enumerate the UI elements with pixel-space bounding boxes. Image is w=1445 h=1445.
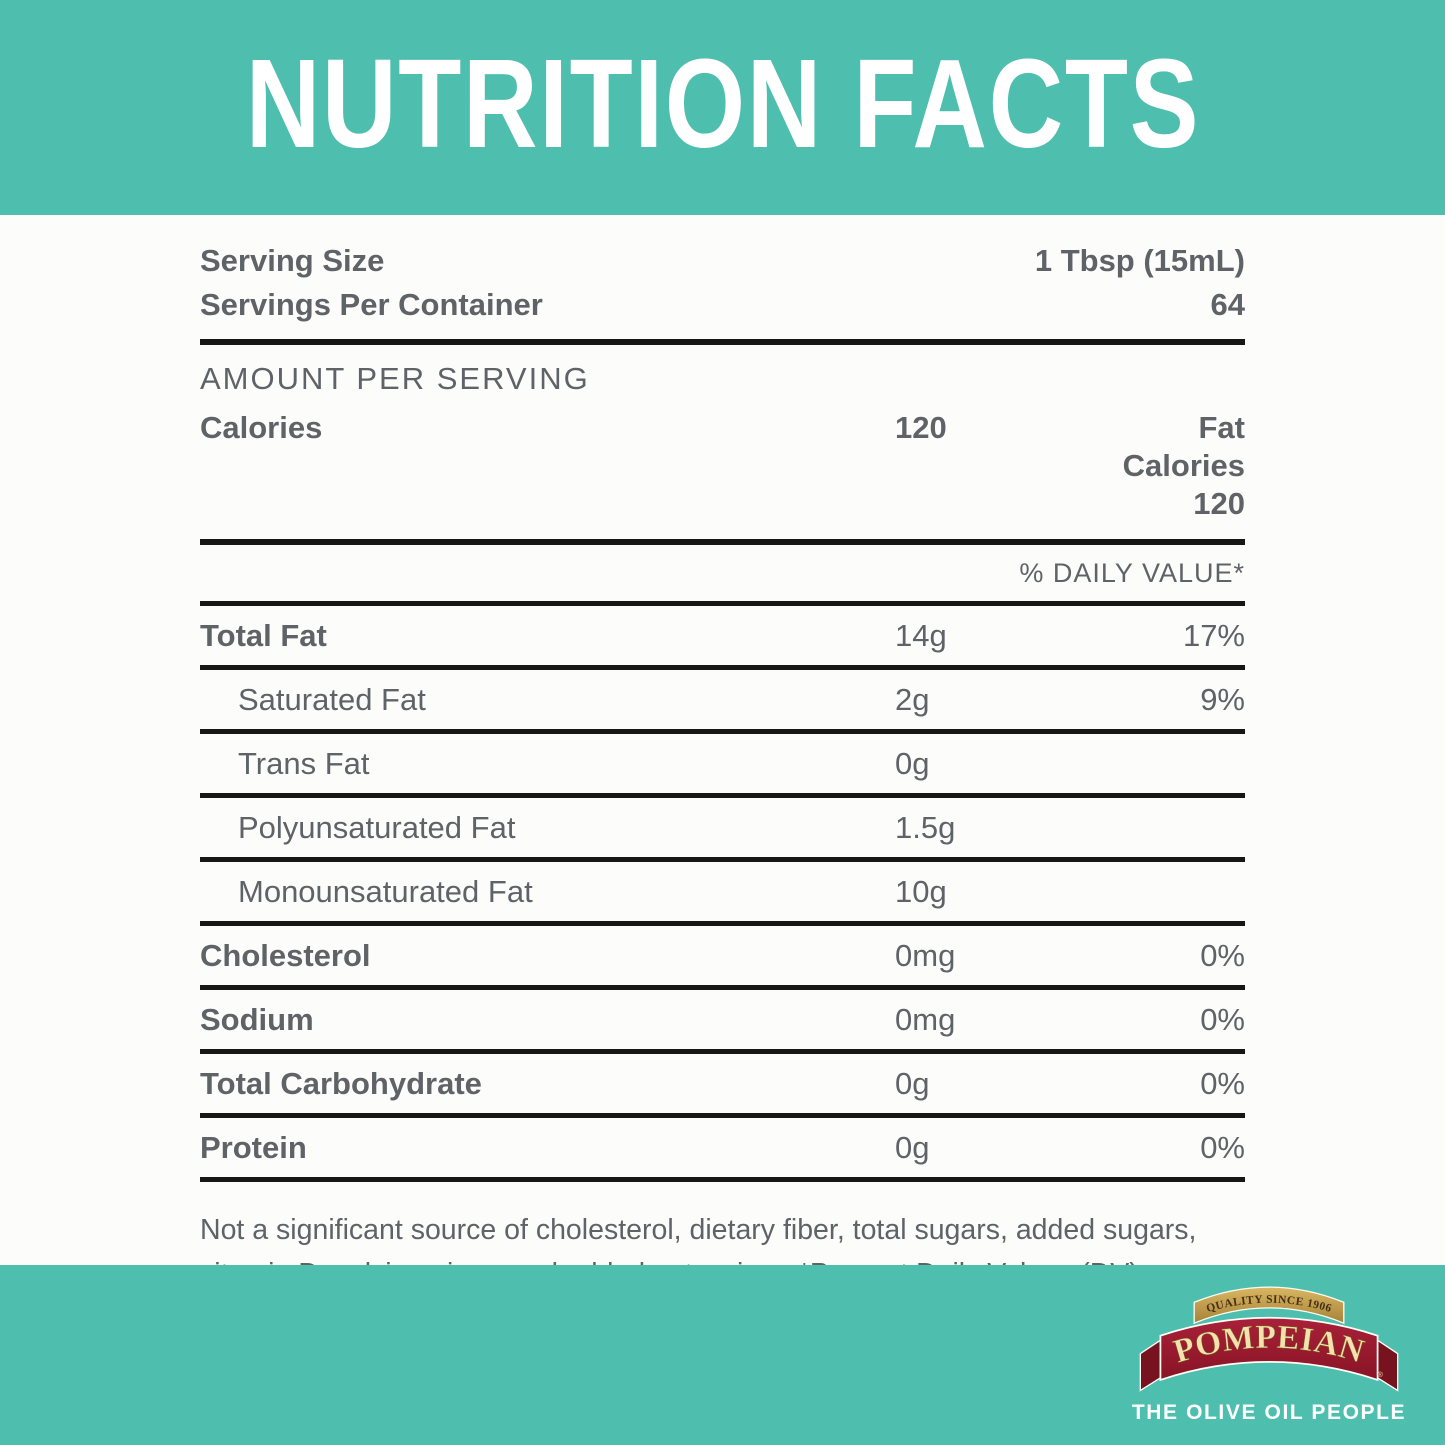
nutrient-row: Total Carbohydrate 0g 0% bbox=[200, 1054, 1245, 1118]
nutrient-row: Cholesterol 0mg 0% bbox=[200, 926, 1245, 990]
brand-name-text: POMPEIAN bbox=[1169, 1319, 1368, 1371]
nutrient-row: Polyunsaturated Fat 1.5g bbox=[200, 798, 1245, 862]
top-banner: NUTRITION FACTS bbox=[0, 0, 1445, 215]
nutrient-label: Protein bbox=[200, 1130, 307, 1165]
nutrient-amount: 0g bbox=[895, 746, 930, 781]
nutrient-amount: 14g bbox=[895, 618, 947, 653]
nutrient-amount: 1.5g bbox=[895, 810, 956, 845]
nutrient-daily-value: 0% bbox=[1200, 1130, 1245, 1165]
nutrient-label: Sodium bbox=[200, 1002, 314, 1037]
pompeian-logo: QUALITY SINCE 1906 POMPEIAN ® THE OLIVE … bbox=[1119, 1271, 1419, 1425]
divider bbox=[200, 339, 1245, 345]
nutrient-amount: 0mg bbox=[895, 938, 956, 973]
nutrient-label: Saturated Fat bbox=[238, 682, 426, 717]
nutrient-row: Saturated Fat 2g 9% bbox=[200, 670, 1245, 734]
nutrient-row: Monounsaturated Fat 10g bbox=[200, 862, 1245, 926]
calories-label: Calories bbox=[200, 410, 323, 445]
banner-body-shape bbox=[1159, 1316, 1379, 1382]
nutrient-amount: 2g bbox=[895, 682, 930, 717]
amount-per-serving-heading: AMOUNT PER SERVING bbox=[200, 361, 590, 396]
pompeian-banner-icon: QUALITY SINCE 1906 POMPEIAN ® bbox=[1139, 1286, 1399, 1392]
servings-per-container-value: 64 bbox=[1210, 287, 1245, 322]
nutrient-label: Trans Fat bbox=[238, 746, 370, 781]
nutrition-label: Serving Size 1 Tbsp (15mL) Servings Per … bbox=[0, 215, 1445, 1265]
registered-mark: ® bbox=[1378, 1371, 1384, 1379]
tagline-text: THE OLIVE OIL PEOPLE bbox=[1131, 1401, 1407, 1424]
calories-row: Calories 120 Fat Calories 120 bbox=[200, 409, 1245, 523]
nutrient-label: Cholesterol bbox=[200, 938, 371, 973]
page-title: NUTRITION FACTS bbox=[245, 32, 1200, 174]
nutrient-daily-value: 0% bbox=[1200, 938, 1245, 973]
nutrient-label: Total Carbohydrate bbox=[200, 1066, 482, 1101]
serving-size-row: Serving Size 1 Tbsp (15mL) bbox=[200, 239, 1245, 283]
bottom-banner: QUALITY SINCE 1906 POMPEIAN ® THE OLIVE … bbox=[0, 1265, 1445, 1445]
nutrient-daily-value: 0% bbox=[1200, 1066, 1245, 1101]
divider bbox=[200, 601, 1245, 606]
fat-calories-value: Fat Calories 120 bbox=[1122, 410, 1245, 521]
nutrient-row: Trans Fat 0g bbox=[200, 734, 1245, 798]
nutrient-label: Total Fat bbox=[200, 618, 327, 653]
servings-per-container-row: Servings Per Container 64 bbox=[200, 283, 1245, 327]
nutrient-amount: 0g bbox=[895, 1130, 930, 1165]
footnote-text: Not a significant source of cholesterol,… bbox=[200, 1214, 1197, 1265]
nutrient-daily-value: 9% bbox=[1200, 682, 1245, 717]
nutrient-daily-value: 17% bbox=[1182, 618, 1245, 653]
nutrient-rows: Total Fat 14g 17% Saturated Fat 2g 9% Tr… bbox=[200, 606, 1245, 1182]
nutrient-row: Total Fat 14g 17% bbox=[200, 606, 1245, 670]
nutrient-label: Monounsaturated Fat bbox=[238, 874, 533, 909]
serving-size-value: 1 Tbsp (15mL) bbox=[1034, 243, 1245, 278]
nutrient-daily-value: 0% bbox=[1200, 1002, 1245, 1037]
nutrient-label: Polyunsaturated Fat bbox=[238, 810, 516, 845]
daily-value-heading: % DAILY VALUE* bbox=[1019, 558, 1245, 588]
nutrient-amount: 10g bbox=[895, 874, 947, 909]
nutrient-row: Sodium 0mg 0% bbox=[200, 990, 1245, 1054]
daily-value-heading-row: % DAILY VALUE* bbox=[200, 545, 1245, 601]
servings-per-container-label: Servings Per Container bbox=[200, 287, 543, 322]
nutrient-amount: 0g bbox=[895, 1066, 930, 1101]
serving-size-label: Serving Size bbox=[200, 243, 385, 278]
quality-ribbon-shape bbox=[1193, 1286, 1345, 1325]
divider bbox=[200, 539, 1245, 545]
nutrient-row: Protein 0g 0% bbox=[200, 1118, 1245, 1182]
nutrient-amount: 0mg bbox=[895, 1002, 956, 1037]
calories-value: 120 bbox=[895, 410, 947, 445]
